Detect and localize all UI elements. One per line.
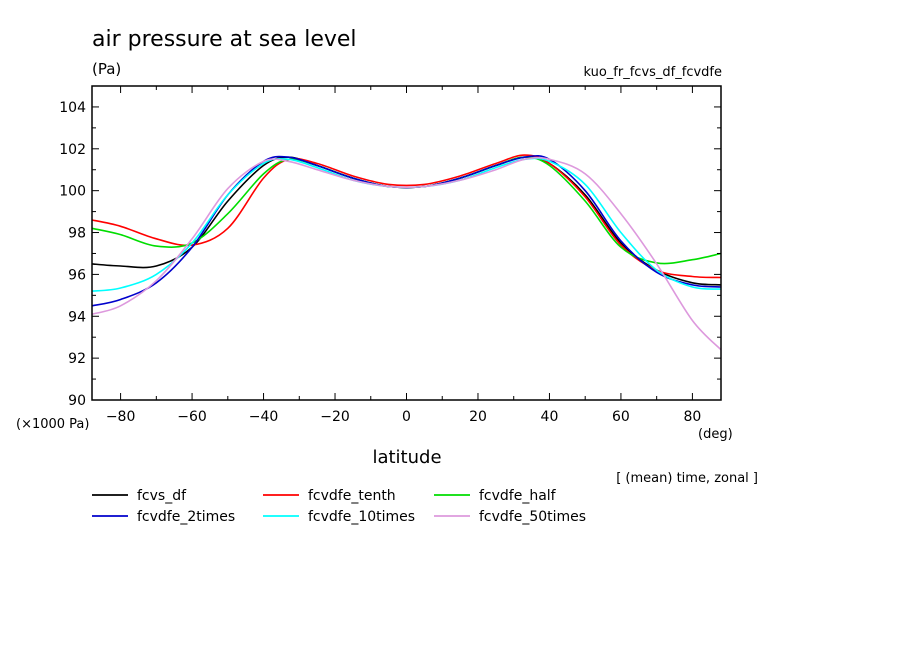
y-tick-label: 92	[68, 351, 86, 367]
plot-frame	[91, 85, 722, 401]
y-tick-label: 90	[68, 393, 86, 409]
x-unit-label: (deg)	[698, 427, 733, 442]
x-tick-label: 0	[402, 409, 411, 425]
x-tick-label: −60	[177, 409, 207, 425]
x-tick-label: 40	[541, 409, 559, 425]
y-tick-label: 98	[68, 226, 86, 242]
chart-title: air pressure at sea level	[92, 27, 357, 52]
y-tick-label: 102	[59, 142, 86, 158]
y-tick-label: 96	[68, 267, 86, 283]
legend-label-fcvdfe_50times: fcvdfe_50times	[479, 509, 586, 525]
y-tick-label: 94	[68, 309, 86, 325]
legend-label-fcvdfe_half: fcvdfe_half	[479, 488, 557, 504]
y-tick-label: 100	[59, 184, 86, 200]
x-axis-label: latitude	[372, 447, 441, 468]
legend-label-fcvdfe_2times: fcvdfe_2times	[137, 509, 235, 525]
legend-label-fcvdfe_10times: fcvdfe_10times	[308, 509, 415, 525]
legend-label-fcvs_df: fcvs_df	[137, 488, 187, 504]
averaging-note: [ (mean) time, zonal ]	[616, 471, 758, 486]
series-line-fcvdfe_tenth	[91, 154, 722, 279]
x-tick-label: 60	[612, 409, 630, 425]
x-tick-label: −40	[249, 409, 279, 425]
axes: 90 92 94 96 98 100 102 104 −80 −60 −40 −20 0 20 40 60 80	[59, 85, 721, 425]
scale-note: (×1000 Pa)	[16, 417, 89, 432]
x-tick-label: −80	[106, 409, 136, 425]
y-tick-label: 104	[59, 100, 86, 116]
units-label: (Pa)	[92, 60, 121, 78]
series-line-fcvdfe_50times	[91, 156, 722, 351]
x-tick-label: −20	[320, 409, 350, 425]
series-line-fcvdfe_2times	[91, 154, 722, 307]
plot-lines	[91, 154, 722, 351]
legend-label-fcvdfe_tenth: fcvdfe_tenth	[308, 488, 396, 504]
x-tick-label: 80	[683, 409, 701, 425]
series-line-fcvdfe_10times	[91, 157, 722, 292]
experiment-label: kuo_fr_fcvs_df_fcvdfe	[583, 65, 722, 80]
x-tick-label: 20	[469, 409, 487, 425]
legend: fcvs_df fcvdfe_tenth fcvdfe_half fcvdfe_2ti…	[92, 488, 586, 525]
